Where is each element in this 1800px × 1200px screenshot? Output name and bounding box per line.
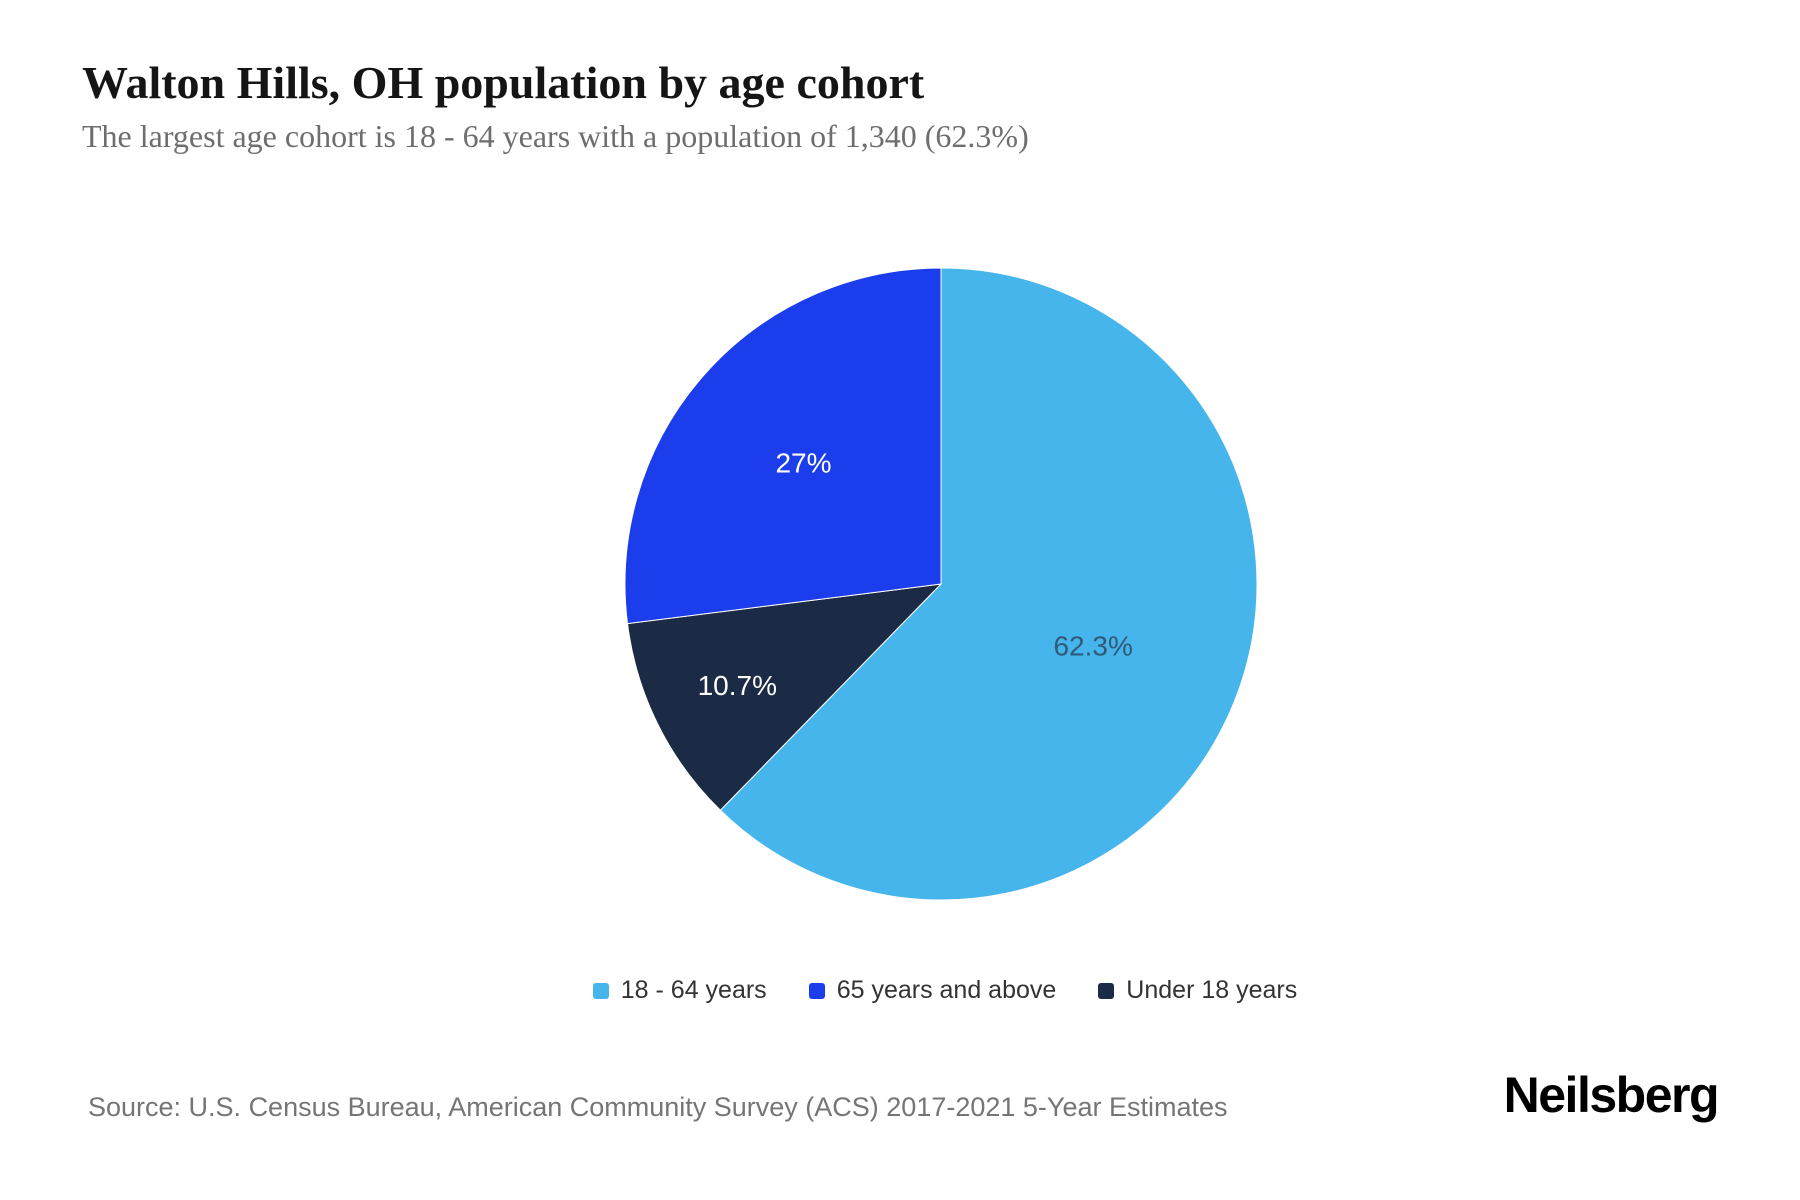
- legend-item-18-64[interactable]: 18 - 64 years: [592, 976, 767, 1005]
- neilsberg-logo: Neilsberg: [1503, 1067, 1720, 1123]
- legend-label: 18 - 64 years: [620, 976, 767, 1004]
- slice-percentage-label: 10.7%: [698, 670, 777, 701]
- legend-label: Under 18 years: [1126, 976, 1298, 1004]
- chart-legend: 18 - 64 years 65 years and above Under 1…: [45, 976, 1800, 1005]
- legend-label: 65 years and above: [836, 976, 1057, 1004]
- legend-item-under-18[interactable]: Under 18 years: [1098, 976, 1297, 1005]
- legend-swatch-65-and-above: [808, 982, 825, 999]
- pie-slice-18-64-years[interactable]: [719, 267, 1258, 901]
- legend-swatch-18-64: [592, 982, 609, 999]
- legend-swatch-under-18: [1098, 982, 1115, 999]
- source-note: Source: U.S. Census Bureau, American Com…: [88, 1092, 1228, 1122]
- legend-item-65-and-above[interactable]: 65 years and above: [808, 976, 1057, 1005]
- pie-slice-65-years-and-above[interactable]: [624, 267, 942, 625]
- pie-slice-under-18-years[interactable]: [626, 583, 943, 811]
- chart-subtitle: The largest age cohort is 18 - 64 years …: [82, 118, 1029, 154]
- slice-percentage-label: 27%: [775, 448, 831, 479]
- pie-svg: 62.3% 10.7% 27%: [624, 267, 1258, 901]
- slice-percentage-label: 62.3%: [1053, 631, 1132, 662]
- chart-title: Walton Hills, OH population by age cohor…: [82, 57, 925, 108]
- pie-chart: 62.3% 10.7% 27%: [611, 254, 1271, 914]
